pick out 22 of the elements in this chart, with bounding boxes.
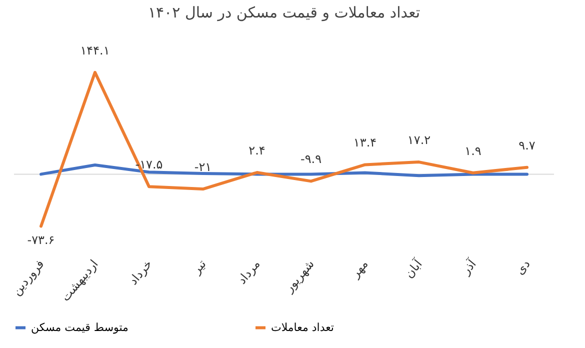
x-tick-label: آبان bbox=[401, 256, 426, 281]
x-tick-label: آذر bbox=[457, 256, 480, 278]
x-tick-label: فروردین bbox=[9, 257, 47, 298]
x-tick-label: اردیبهشت bbox=[58, 257, 101, 304]
data-label: -۹.۹ bbox=[300, 152, 322, 166]
chart-title: تعداد معاملات و قیمت مسکن در سال ۱۴۰۲ bbox=[148, 3, 420, 22]
data-label: ۱.۹ bbox=[464, 144, 482, 158]
x-tick-label: مرداد bbox=[234, 257, 263, 287]
data-label: ۲.۴ bbox=[248, 144, 266, 158]
x-tick-label: خرداد bbox=[126, 257, 155, 288]
x-tick-label: دی bbox=[512, 257, 533, 278]
legend-label: متوسط قیمت مسکن bbox=[31, 320, 129, 334]
data-label: ۱۴۴.۱ bbox=[80, 43, 110, 58]
x-tick-label: شهریور bbox=[281, 257, 317, 296]
data-label: ۹.۷ bbox=[518, 138, 536, 152]
x-tick-label: مهر bbox=[348, 257, 371, 282]
legend-label: تعداد معاملات bbox=[271, 320, 334, 334]
x-tick-label: تیر bbox=[188, 257, 209, 278]
data-label: -۲۱ bbox=[194, 160, 212, 174]
data-label: ۱۷.۲ bbox=[407, 133, 431, 148]
data-label: -۷۳.۶ bbox=[27, 233, 55, 248]
data-label: ۱۳.۴ bbox=[353, 136, 377, 150]
